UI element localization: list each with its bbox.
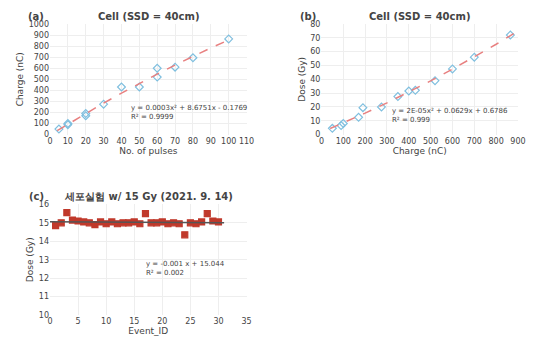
svg-text:y = -0.001 x + 15.044R² = 0.00: y = -0.001 x + 15.044R² = 0.002 (146, 260, 225, 277)
svg-text:12: 12 (39, 274, 49, 283)
svg-text:800: 800 (34, 42, 49, 51)
svg-text:200: 200 (357, 137, 372, 146)
svg-text:No. of pulses: No. of pulses (119, 146, 177, 156)
svg-text:90: 90 (206, 137, 216, 146)
svg-text:20: 20 (157, 317, 167, 326)
svg-text:30: 30 (310, 89, 320, 98)
svg-text:80: 80 (188, 137, 198, 146)
svg-text:10: 10 (310, 117, 320, 126)
svg-text:y = 0.0003x² + 8.6751x - 0.176: y = 0.0003x² + 8.6751x - 0.1769R² = 0.99… (131, 104, 247, 121)
svg-text:900: 900 (34, 31, 49, 40)
svg-text:30: 30 (99, 137, 109, 146)
svg-text:0: 0 (47, 137, 52, 146)
svg-text:300: 300 (379, 137, 394, 146)
svg-text:Dose (Gy): Dose (Gy) (297, 57, 307, 102)
svg-text:50: 50 (134, 137, 144, 146)
svg-text:0: 0 (315, 130, 320, 139)
svg-text:800: 800 (489, 137, 504, 146)
svg-text:15: 15 (39, 219, 49, 228)
svg-text:500: 500 (423, 137, 438, 146)
svg-text:10: 10 (39, 311, 49, 320)
svg-text:세포실험 w/ 15 Gy (2021. 9. 14): 세포실험 w/ 15 Gy (2021. 9. 14) (64, 191, 233, 202)
svg-text:200: 200 (34, 108, 49, 117)
svg-text:11: 11 (39, 292, 49, 301)
svg-text:600: 600 (34, 64, 49, 73)
svg-text:5: 5 (76, 317, 81, 326)
svg-text:400: 400 (34, 86, 49, 95)
svg-text:400: 400 (401, 137, 416, 146)
svg-text:500: 500 (34, 75, 49, 84)
svg-text:Cell (SSD = 40cm): Cell (SSD = 40cm) (369, 11, 470, 22)
svg-text:0: 0 (319, 137, 324, 146)
svg-text:300: 300 (34, 97, 49, 106)
svg-text:1000: 1000 (29, 20, 49, 29)
svg-text:60: 60 (310, 47, 320, 56)
svg-text:16: 16 (39, 200, 49, 209)
svg-text:0: 0 (44, 130, 49, 139)
svg-text:70: 70 (170, 137, 180, 146)
svg-text:15: 15 (129, 317, 139, 326)
svg-text:50: 50 (310, 61, 320, 70)
svg-text:100: 100 (336, 137, 351, 146)
svg-text:700: 700 (467, 137, 482, 146)
svg-text:900: 900 (510, 137, 525, 146)
svg-text:(a): (a) (28, 11, 44, 22)
svg-text:30: 30 (213, 317, 223, 326)
svg-text:14: 14 (39, 237, 49, 246)
svg-text:10: 10 (63, 137, 73, 146)
svg-text:Event_ID: Event_ID (128, 326, 168, 336)
svg-text:y = 2E-05x² + 0.0629x + 0.6786: y = 2E-05x² + 0.0629x + 0.6786R² = 0.999 (392, 107, 508, 124)
svg-text:40: 40 (310, 75, 320, 84)
svg-text:70: 70 (310, 34, 320, 43)
svg-text:13: 13 (39, 256, 49, 265)
svg-text:80: 80 (310, 20, 320, 29)
svg-text:(c): (c) (29, 191, 44, 202)
svg-text:60: 60 (152, 137, 162, 146)
svg-text:10: 10 (101, 317, 111, 326)
svg-text:(b): (b) (300, 11, 316, 22)
svg-text:35: 35 (241, 317, 251, 326)
svg-text:700: 700 (34, 53, 49, 62)
svg-text:40: 40 (116, 137, 126, 146)
svg-text:600: 600 (445, 137, 460, 146)
svg-text:110: 110 (239, 137, 254, 146)
svg-text:100: 100 (34, 119, 49, 128)
svg-text:Dose (Gy): Dose (Gy) (25, 237, 35, 282)
svg-text:Charge (nC): Charge (nC) (393, 146, 447, 156)
svg-text:0: 0 (47, 317, 52, 326)
svg-text:25: 25 (185, 317, 195, 326)
svg-text:Charge (nC): Charge (nC) (15, 52, 25, 106)
svg-text:20: 20 (81, 137, 91, 146)
svg-text:20: 20 (310, 103, 320, 112)
svg-text:100: 100 (221, 137, 236, 146)
svg-text:Cell (SSD = 40cm): Cell (SSD = 40cm) (98, 11, 199, 22)
